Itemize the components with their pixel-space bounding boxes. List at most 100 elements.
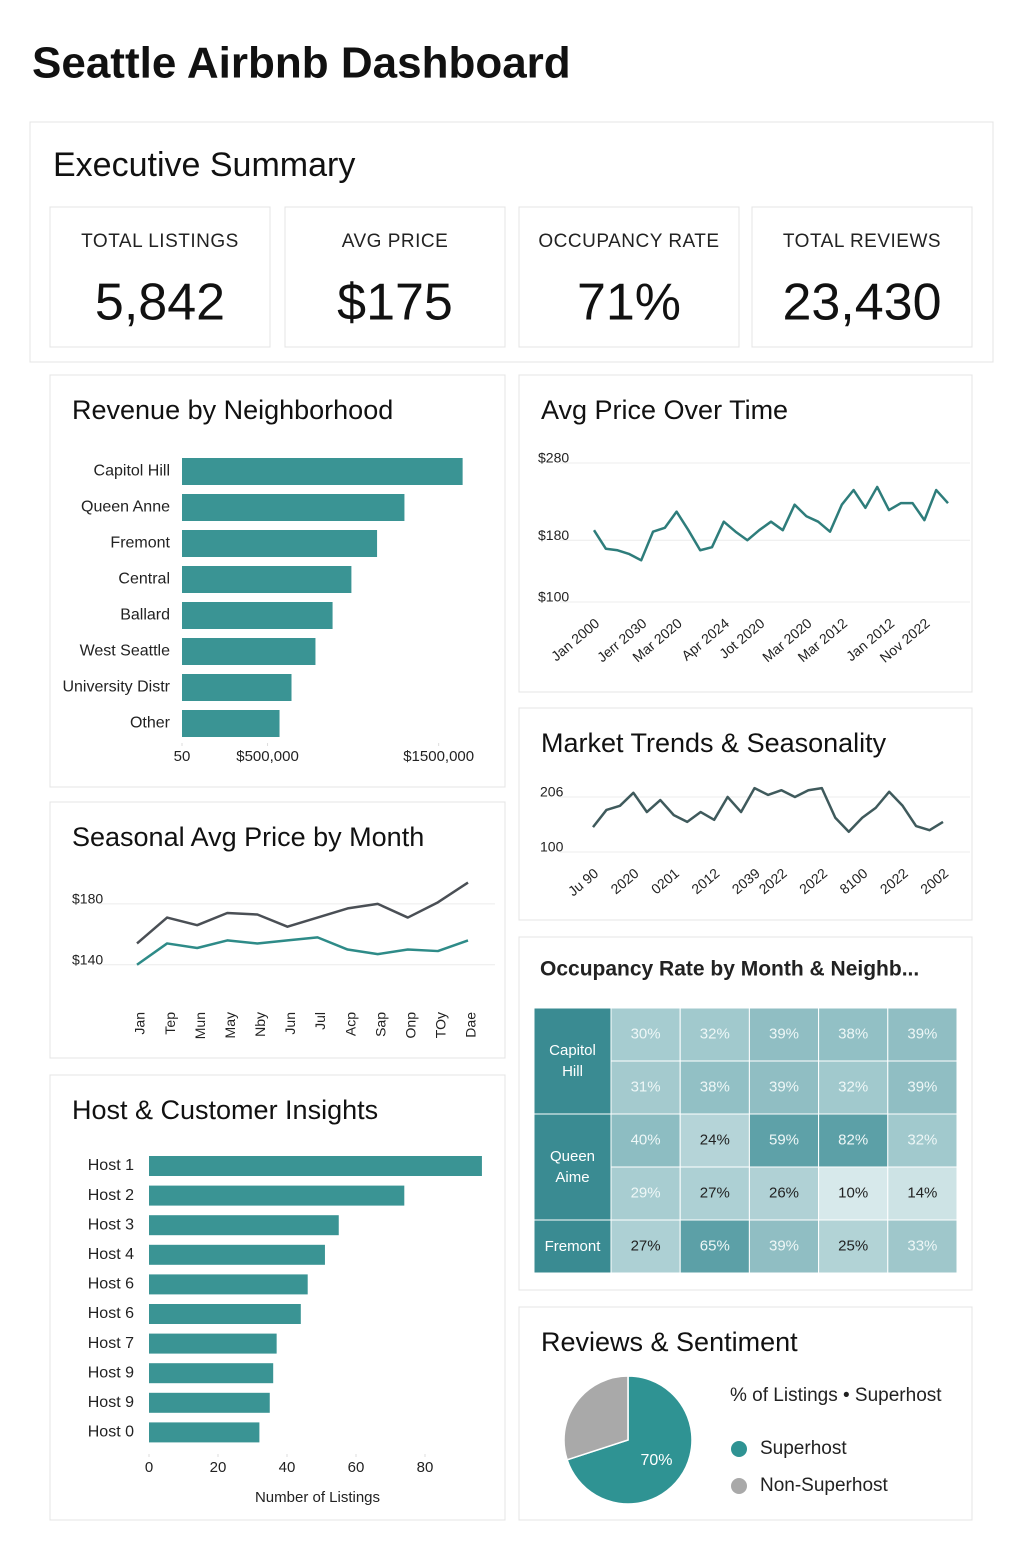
y-tick-label: $280 <box>538 450 569 466</box>
y-tick-label: Host 4 <box>88 1246 134 1263</box>
y-tick-label: Capitol Hill <box>94 463 170 480</box>
heat-cell <box>887 1166 958 1221</box>
y-tick-label: Host 0 <box>88 1424 134 1441</box>
kpi-label: TOTAL LISTINGS <box>81 231 239 252</box>
chart-title: Avg Price Over Time <box>541 395 788 425</box>
slice-label: 70% <box>640 1452 672 1469</box>
row-label: Capitol Hill <box>549 1042 596 1080</box>
y-tick-label: Host 2 <box>88 1187 134 1204</box>
bar <box>149 1215 339 1236</box>
cell-label: 39% <box>769 1025 799 1042</box>
x-tick-label: Tep <box>162 1012 178 1035</box>
bar <box>182 602 333 629</box>
line-series <box>136 936 469 966</box>
bar <box>182 458 463 485</box>
heat-cell <box>818 1007 889 1062</box>
chart-card <box>49 801 506 1059</box>
kpi-value: 5,842 <box>95 274 225 332</box>
cell-label: 82% <box>838 1131 868 1148</box>
chart-card <box>49 1074 506 1521</box>
x-tick-label: May <box>222 1012 238 1038</box>
cell-label: 39% <box>769 1237 799 1254</box>
cell-label: 30% <box>631 1025 661 1042</box>
bar <box>149 1244 325 1265</box>
heat-cell <box>748 1219 820 1274</box>
line-series <box>592 485 949 562</box>
page-title: Seattle Airbnb Dashboard <box>32 39 571 88</box>
heat-cell <box>610 1219 681 1274</box>
heat-cell <box>610 1007 681 1062</box>
y-tick-label: $140 <box>72 951 103 967</box>
kpi-value: 71% <box>577 274 681 332</box>
heat-cell <box>748 1113 820 1168</box>
y-tick-label: Host 9 <box>88 1394 134 1411</box>
x-tick-label: Onp <box>403 1012 419 1039</box>
y-tick-label: Queen Anne <box>81 499 170 516</box>
x-tick-label: Sap <box>372 1012 388 1037</box>
y-tick-label: Fremont <box>110 535 170 552</box>
heat-cell <box>887 1060 958 1115</box>
kpi-card <box>284 206 506 348</box>
x-tick-label: Mun <box>192 1012 208 1039</box>
x-tick-label: Jul <box>312 1012 328 1030</box>
x-tick-label: 60 <box>348 1459 365 1476</box>
x-tick-label: Dae <box>463 1012 479 1038</box>
line-series <box>592 786 944 834</box>
y-tick-label: $180 <box>72 891 103 907</box>
row-header <box>533 1007 612 1115</box>
row-header <box>533 1113 612 1221</box>
bar <box>149 1156 482 1176</box>
x-tick-label: 40 <box>279 1459 296 1476</box>
chart-title: Reviews & Sentiment <box>541 1327 798 1357</box>
chart-card <box>518 374 973 693</box>
kpi-card <box>518 206 740 348</box>
x-axis-label: Number of Listings <box>255 1489 380 1506</box>
y-tick-label: University Distr <box>62 679 170 696</box>
cell-label: 31% <box>631 1078 661 1095</box>
line-series <box>136 881 469 945</box>
row-label-box: Queen Aime <box>550 1148 595 1186</box>
cell-label: 27% <box>631 1237 661 1254</box>
bar <box>149 1363 274 1384</box>
y-tick-label: Central <box>118 571 170 588</box>
x-tick-label: Nby <box>252 1012 268 1037</box>
kpi-label: OCCUPANCY RATE <box>538 231 719 252</box>
heat-cell <box>818 1219 889 1274</box>
y-tick-label: Host 3 <box>88 1216 134 1233</box>
kpi-label: TOTAL REVIEWS <box>783 231 941 252</box>
legend-swatch <box>731 1441 747 1457</box>
heat-cell <box>818 1113 889 1168</box>
cell-label: 39% <box>769 1078 799 1095</box>
kpi-value: 23,430 <box>782 274 941 332</box>
heat-cell <box>610 1113 681 1168</box>
cell-label: 40% <box>631 1131 661 1148</box>
x-tick-label: 80 <box>417 1459 434 1476</box>
heat-cell <box>887 1113 958 1168</box>
bar <box>182 638 316 665</box>
bar <box>182 674 292 701</box>
kpi-label: AVG PRICE <box>342 231 449 252</box>
y-tick-label: 206 <box>540 784 564 800</box>
y-tick-label: Other <box>130 715 171 732</box>
chart-title: Seasonal Avg Price by Month <box>72 822 424 852</box>
cell-label: 10% <box>838 1184 868 1201</box>
cell-label: 39% <box>907 1078 937 1095</box>
legend-title: % of Listings • Superhost <box>730 1385 942 1406</box>
chart-title: Market Trends & Seasonality <box>541 728 887 758</box>
pie-slice <box>563 1375 629 1461</box>
heat-cell <box>610 1166 681 1221</box>
y-tick-label: Ballard <box>120 607 170 624</box>
y-tick-label: Host 6 <box>88 1305 134 1322</box>
heat-cell <box>679 1060 750 1115</box>
y-tick-label: West Seattle <box>80 643 171 660</box>
y-tick-label: Host 1 <box>88 1157 134 1174</box>
cell-label: 25% <box>838 1237 868 1254</box>
summary-title: Executive Summary <box>53 146 355 184</box>
x-tick-label: Acp <box>342 1012 358 1036</box>
heat-cell <box>818 1060 889 1115</box>
x-tick-label: Jun <box>282 1012 298 1035</box>
bar <box>149 1304 301 1324</box>
heat-cell <box>610 1060 681 1115</box>
chart-title: Occupancy Rate by Month & Neighb... <box>540 958 919 981</box>
